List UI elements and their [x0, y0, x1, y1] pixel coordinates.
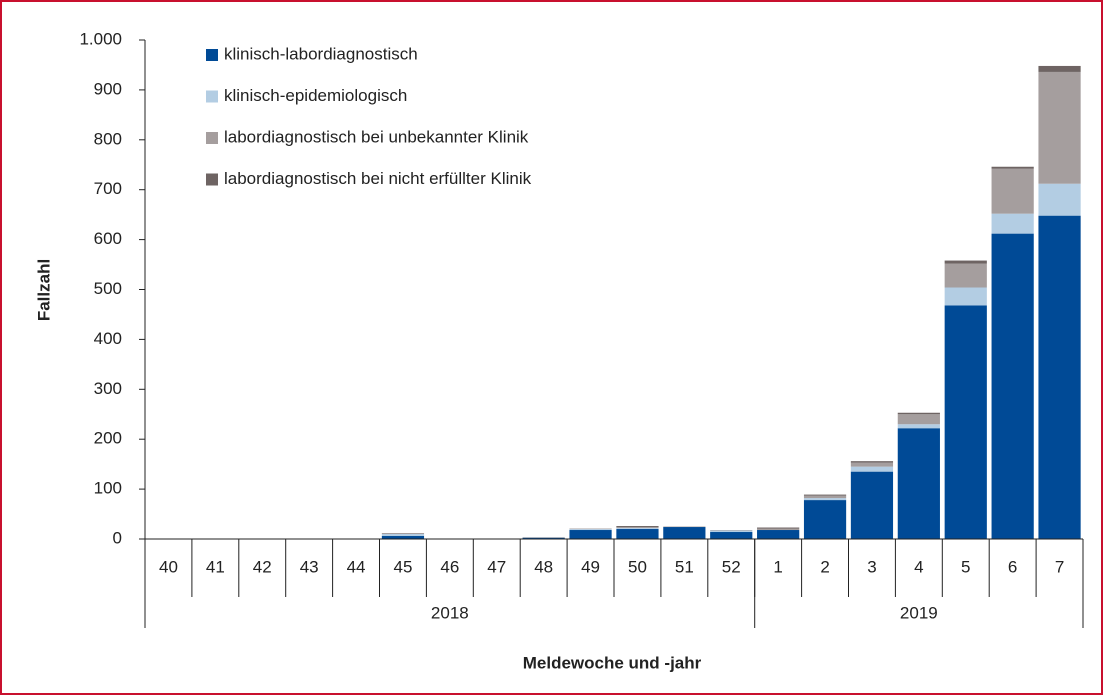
x-axis-title: Meldewoche und -jahr	[523, 653, 702, 672]
bar-segment	[803, 500, 847, 539]
x-tick-label: 45	[393, 557, 412, 576]
legend-swatch	[206, 49, 218, 61]
bar-segment	[710, 532, 753, 539]
x-tick-label: 4	[914, 557, 923, 576]
y-tick-label: 900	[94, 79, 122, 98]
x-tick-label: 52	[722, 557, 741, 576]
x-tick-label: 48	[534, 557, 553, 576]
legend-swatch	[206, 132, 218, 144]
bar-segment	[803, 498, 847, 501]
y-tick-label: 200	[94, 429, 122, 448]
bar-segment	[897, 412, 940, 415]
x-tick-label: 49	[581, 557, 600, 576]
y-axis-title: Fallzahl	[34, 259, 53, 321]
legend-swatch	[206, 173, 218, 186]
y-tick-label: 0	[113, 528, 122, 547]
legend-label: labordiagnostisch bei nicht erfüllter Kl…	[224, 169, 532, 188]
y-tick-label: 1.000	[79, 29, 122, 48]
bar-segment	[991, 213, 1034, 234]
x-tick-label: 7	[1055, 557, 1064, 576]
bar-segment	[381, 533, 425, 535]
x-tick-label: 51	[675, 557, 694, 576]
bar-segment	[803, 494, 847, 496]
bar-segment	[944, 287, 987, 306]
x-tick-label: 46	[440, 557, 459, 576]
bar-segment	[850, 462, 894, 467]
bar-segment	[991, 168, 1034, 214]
y-tick-label: 100	[94, 479, 122, 498]
x-tick-label: 2	[820, 557, 829, 576]
legend-label: labordiagnostisch bei unbekannter Klinik	[224, 127, 529, 146]
x-tick-label: 42	[253, 557, 272, 576]
x-tick-label: 43	[300, 557, 319, 576]
y-tick-label: 400	[94, 329, 122, 348]
bar-segment	[616, 528, 659, 530]
bar-segment	[803, 495, 847, 499]
bar-segment	[850, 471, 894, 539]
bar-segment	[757, 528, 800, 531]
bar-segment	[569, 530, 612, 539]
y-tick-label: 700	[94, 179, 122, 198]
bar-segment	[991, 166, 1034, 169]
bar-segment	[1038, 71, 1081, 184]
y-tick-label: 800	[94, 129, 122, 148]
bar-segment	[1038, 215, 1081, 539]
bar-segment	[757, 527, 800, 529]
legend-swatch	[206, 90, 218, 103]
bar-segment	[569, 529, 612, 531]
group-label: 2019	[900, 603, 938, 622]
bar-segment	[991, 233, 1034, 539]
x-tick-label: 41	[206, 557, 225, 576]
x-tick-label: 47	[487, 557, 506, 576]
bar-segment	[944, 263, 987, 288]
x-tick-label: 40	[159, 557, 178, 576]
bar-segment	[1038, 65, 1081, 72]
bar-segment	[710, 530, 753, 533]
bar-segment	[944, 305, 987, 539]
bar-segment	[897, 414, 940, 425]
bar-segment	[944, 260, 987, 264]
x-tick-label: 6	[1008, 557, 1017, 576]
legend-label: klinisch-epidemiologisch	[224, 86, 407, 105]
bar-segment	[850, 466, 894, 472]
bar-segment	[616, 527, 659, 529]
y-tick-label: 600	[94, 229, 122, 248]
bar-segment	[897, 428, 940, 539]
bar-segment	[663, 527, 706, 539]
bar-segment	[850, 461, 894, 463]
bar-segment	[897, 424, 940, 429]
bar-segment	[381, 536, 425, 539]
x-tick-label: 1	[773, 557, 782, 576]
bar-segment	[1038, 183, 1081, 216]
y-tick-label: 500	[94, 279, 122, 298]
bar-segment	[757, 530, 800, 539]
x-tick-label: 3	[867, 557, 876, 576]
x-tick-label: 5	[961, 557, 970, 576]
x-tick-label: 50	[628, 557, 647, 576]
y-tick-label: 300	[94, 379, 122, 398]
bar-segment	[381, 534, 425, 537]
group-label: 2018	[431, 603, 469, 622]
x-tick-label: 44	[347, 557, 366, 576]
bar-segment	[616, 529, 659, 539]
bar-segment	[616, 526, 659, 528]
legend-label: klinisch-labordiagnostisch	[224, 44, 418, 63]
